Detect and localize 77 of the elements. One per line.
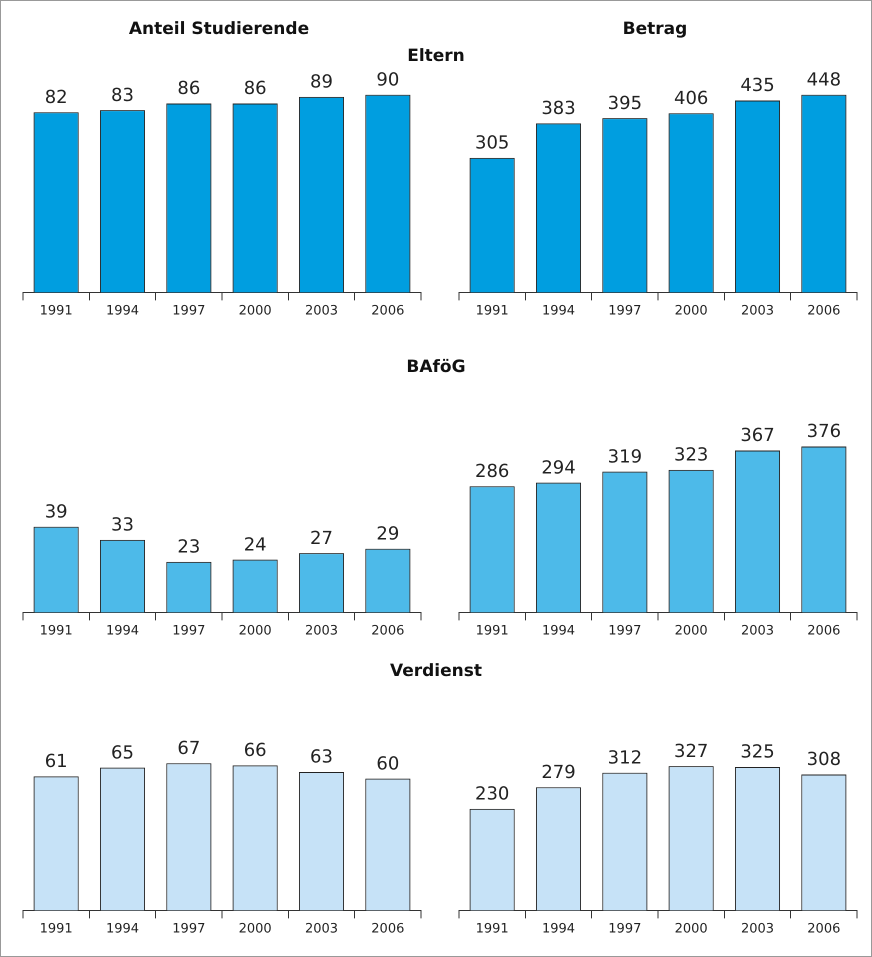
- x-tick-label: 1991: [476, 922, 509, 937]
- x-tick-label: 1991: [40, 304, 73, 319]
- data-label: 67: [177, 738, 200, 759]
- data-label: 325: [740, 742, 775, 763]
- data-label: 60: [376, 753, 400, 774]
- data-label: 86: [244, 78, 267, 100]
- x-tick-label: 1997: [172, 624, 206, 639]
- x-tick-label: 2006: [807, 922, 840, 937]
- data-label: 435: [740, 75, 775, 96]
- x-tick-label: 1991: [40, 922, 73, 937]
- x-tick-label: 2006: [371, 922, 404, 937]
- x-tick-label: 2003: [304, 304, 338, 319]
- x-tick-label: 1997: [172, 922, 206, 937]
- x-tick-label: 1997: [608, 304, 642, 319]
- x-tick-label: 2000: [238, 304, 272, 319]
- x-tick-label: 2003: [304, 922, 338, 937]
- data-label: 66: [244, 740, 267, 762]
- x-tick-label: 1994: [106, 304, 140, 319]
- chart-subtitle: BAföG: [405, 357, 467, 377]
- data-label: 65: [111, 742, 134, 764]
- x-tick-label: 2006: [807, 624, 840, 639]
- x-tick-label: 1991: [476, 624, 509, 639]
- x-tick-label: 1991: [40, 624, 73, 639]
- chart-title: Anteil Studierende: [128, 19, 310, 39]
- data-label: 63: [310, 746, 333, 768]
- data-label: 448: [806, 69, 842, 90]
- data-label: 82: [44, 86, 68, 108]
- x-tick-label: 1994: [542, 304, 576, 319]
- x-tick-label: 2003: [740, 922, 774, 937]
- x-tick-label: 1994: [106, 624, 140, 639]
- x-tick-label: 2000: [238, 624, 272, 639]
- x-tick-label: 1994: [542, 922, 576, 937]
- chart-title: Betrag: [622, 19, 688, 39]
- data-label: 29: [376, 523, 400, 544]
- x-tick-label: 1991: [476, 304, 509, 319]
- data-label: 305: [474, 132, 510, 154]
- data-label: 279: [541, 762, 576, 783]
- data-label: 367: [740, 425, 775, 446]
- data-label: 383: [541, 98, 576, 120]
- data-label: 27: [310, 528, 333, 549]
- x-tick-label: 1997: [172, 304, 206, 319]
- data-label: 61: [44, 751, 68, 772]
- chart-subtitle: Eltern: [406, 46, 466, 66]
- data-label: 24: [244, 534, 267, 556]
- data-label: 39: [44, 501, 68, 522]
- data-label: 294: [541, 457, 576, 478]
- x-tick-label: 2003: [740, 304, 774, 319]
- data-label: 376: [806, 421, 842, 442]
- x-tick-label: 2006: [371, 304, 404, 319]
- x-tick-label: 1994: [106, 922, 140, 937]
- data-label: 33: [111, 514, 134, 536]
- data-label: 83: [111, 84, 134, 106]
- data-label: 89: [310, 72, 333, 93]
- x-tick-label: 2006: [371, 624, 404, 639]
- data-label: 395: [608, 92, 642, 114]
- x-tick-label: 1997: [608, 624, 642, 639]
- data-label: 406: [674, 88, 708, 109]
- data-label: 323: [674, 444, 708, 466]
- data-label: 86: [177, 78, 200, 100]
- data-label: 319: [608, 446, 642, 468]
- x-tick-label: 1997: [608, 922, 642, 937]
- x-tick-label: 2000: [238, 922, 272, 937]
- x-tick-label: 1994: [542, 624, 576, 639]
- x-tick-label: 2003: [304, 624, 338, 639]
- chart-subtitle: Verdienst: [388, 661, 483, 681]
- data-label: 90: [376, 69, 400, 90]
- x-tick-label: 2000: [674, 922, 708, 937]
- x-tick-label: 2000: [674, 624, 708, 639]
- data-label: 23: [177, 536, 200, 558]
- data-label: 230: [474, 784, 510, 805]
- data-label: 308: [806, 749, 842, 770]
- x-tick-label: 2006: [807, 304, 840, 319]
- x-tick-label: 2000: [674, 304, 708, 319]
- data-label: 286: [474, 460, 510, 482]
- data-label: 312: [608, 747, 642, 768]
- x-tick-label: 2003: [740, 624, 774, 639]
- data-label: 327: [674, 740, 708, 762]
